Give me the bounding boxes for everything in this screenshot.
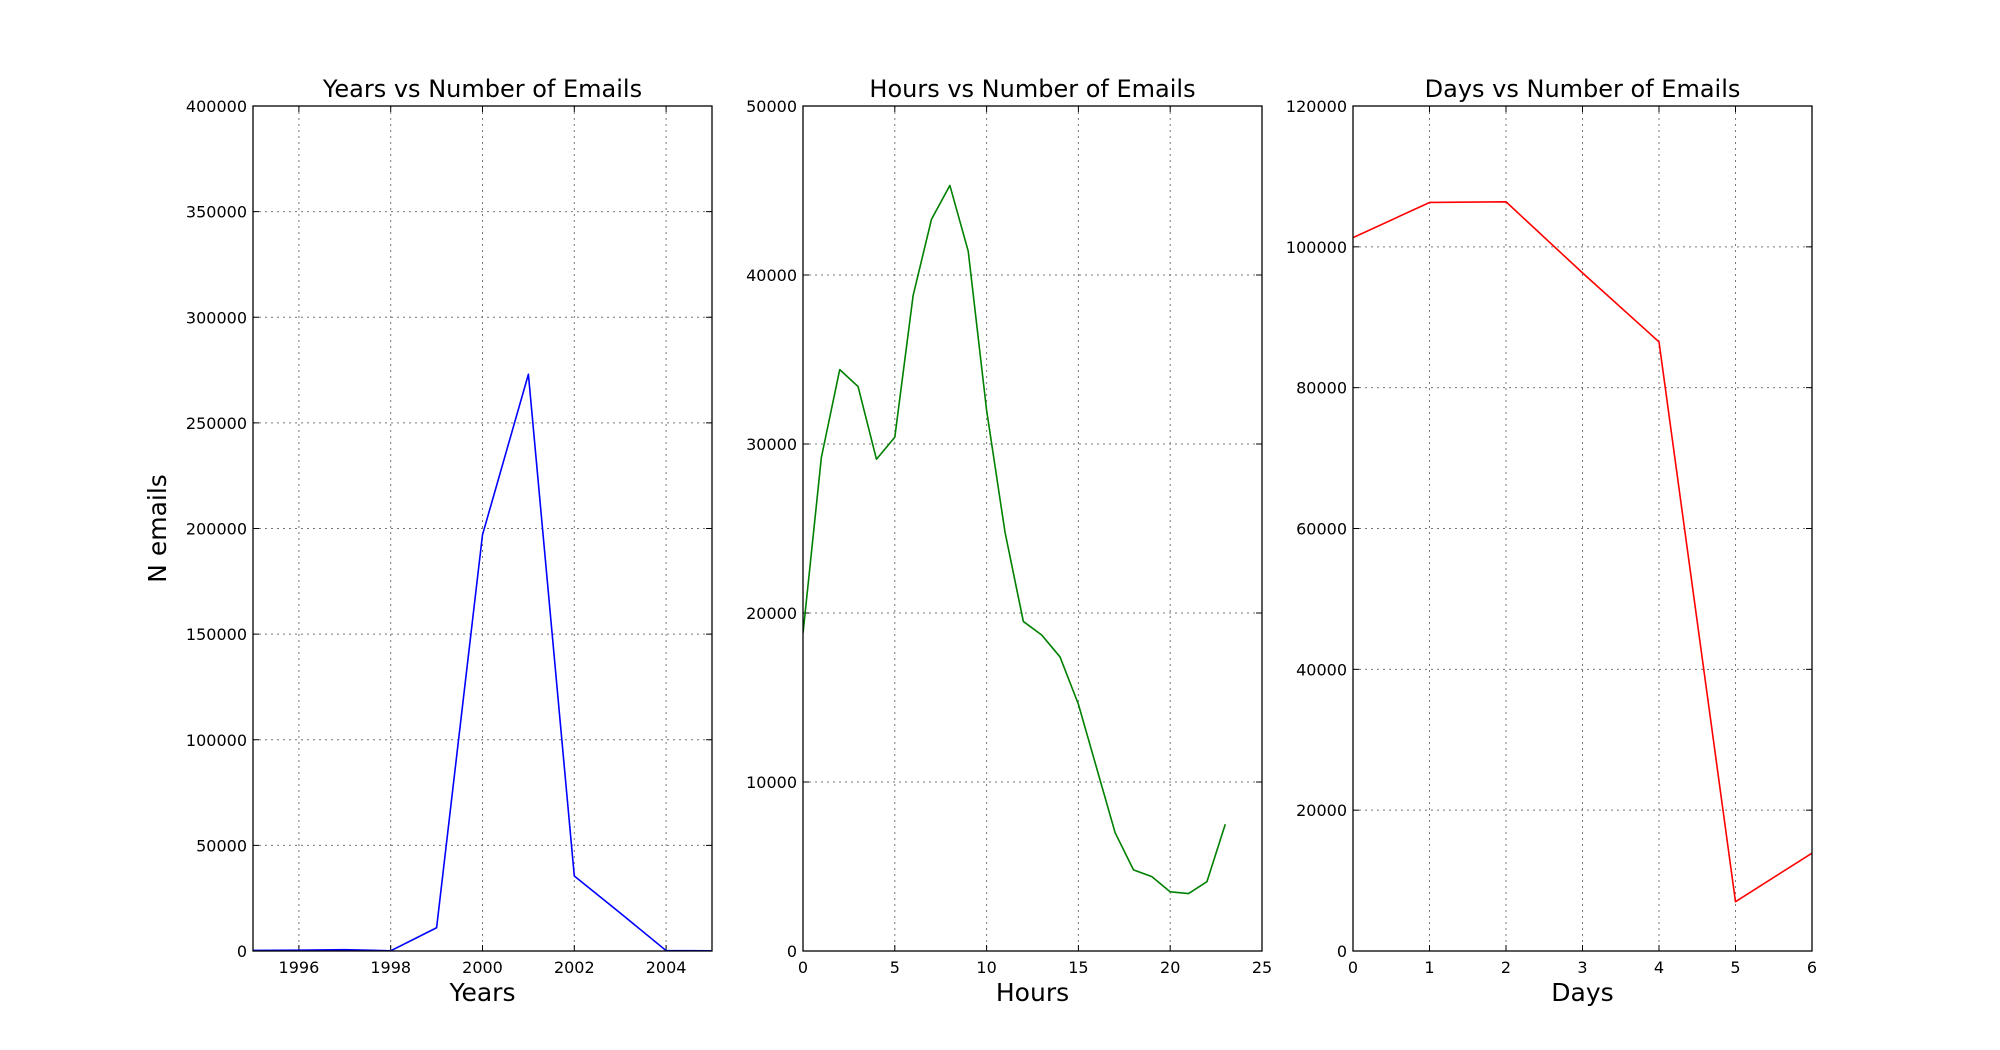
y-tick-label: 50000 <box>196 836 247 855</box>
grid-lines <box>253 106 712 951</box>
chart-xlabel: Years <box>449 978 516 1007</box>
y-tick-label: 150000 <box>186 625 247 644</box>
chart-title: Years vs Number of Emails <box>322 75 642 103</box>
x-tick-label: 2002 <box>554 958 595 977</box>
y-tick-label: 400000 <box>186 97 247 116</box>
y-tick-label: 60000 <box>1296 520 1347 539</box>
axis-ticks: 1996 1998 2000 2002 2004 0 50000 100000 150000 20… <box>186 97 712 977</box>
y-tick-label: 350000 <box>186 203 247 222</box>
y-tick-label: 200000 <box>186 520 247 539</box>
x-tick-label: 0 <box>798 958 808 977</box>
y-tick-label: 20000 <box>1296 801 1347 820</box>
series-line <box>1353 200 1812 903</box>
x-tick-label: 2000 <box>462 958 503 977</box>
y-tick-label: 300000 <box>186 308 247 327</box>
y-tick-label: 0 <box>237 942 247 961</box>
x-tick-label: 6 <box>1807 958 1817 977</box>
y-tick-label: 40000 <box>1296 660 1347 679</box>
x-tick-label: 25 <box>1252 958 1272 977</box>
chart-xlabel: Hours <box>996 978 1069 1007</box>
x-tick-label: 10 <box>976 958 996 977</box>
plot-frame <box>802 105 1263 952</box>
x-tick-label: 0 <box>1348 958 1358 977</box>
y-tick-label: 10000 <box>746 773 797 792</box>
y-tick-label: 250000 <box>186 414 247 433</box>
axis-ticks: 0 5 10 15 20 25 0 10000 20000 30000 40000 50000 <box>746 97 1272 977</box>
x-tick-label: 1996 <box>279 958 320 977</box>
x-tick-label: 4 <box>1654 958 1664 977</box>
x-tick-label: 5 <box>1730 958 1740 977</box>
chart-days: Days vs Number of Emails Days 0 1 2 3 4 5 6 0 20… <box>1286 75 1817 1007</box>
plot-frame <box>252 105 713 952</box>
chart-years: Years vs Number of Emails Years N emails… <box>143 75 713 1007</box>
series-line <box>253 373 712 951</box>
y-tick-label: 0 <box>1337 942 1347 961</box>
chart-title: Hours vs Number of Emails <box>869 75 1195 103</box>
y-tick-label: 40000 <box>746 266 797 285</box>
chart-xlabel: Days <box>1551 978 1613 1007</box>
y-tick-label: 120000 <box>1286 97 1347 116</box>
x-tick-label: 3 <box>1577 958 1587 977</box>
grid-lines <box>803 106 1262 951</box>
y-tick-label: 0 <box>787 942 797 961</box>
chart-hours: Hours vs Number of Emails Hours 0 5 10 15 20… <box>746 75 1272 1007</box>
x-tick-label: 1 <box>1424 958 1434 977</box>
series-line <box>803 184 1227 895</box>
y-tick-label: 100000 <box>186 731 247 750</box>
x-tick-label: 5 <box>890 958 900 977</box>
chart-ylabel: N emails <box>143 474 172 583</box>
y-tick-label: 30000 <box>746 435 797 454</box>
x-tick-label: 2004 <box>646 958 687 977</box>
x-tick-label: 20 <box>1160 958 1180 977</box>
chart-title: Days vs Number of Emails <box>1425 75 1741 103</box>
x-tick-label: 15 <box>1068 958 1088 977</box>
grid-lines <box>1353 106 1812 951</box>
x-tick-label: 1998 <box>370 958 411 977</box>
x-tick-label: 2 <box>1501 958 1511 977</box>
plot-frame <box>1352 105 1813 952</box>
y-tick-label: 100000 <box>1286 238 1347 257</box>
y-tick-label: 80000 <box>1296 379 1347 398</box>
y-tick-label: 20000 <box>746 604 797 623</box>
y-tick-label: 50000 <box>746 97 797 116</box>
